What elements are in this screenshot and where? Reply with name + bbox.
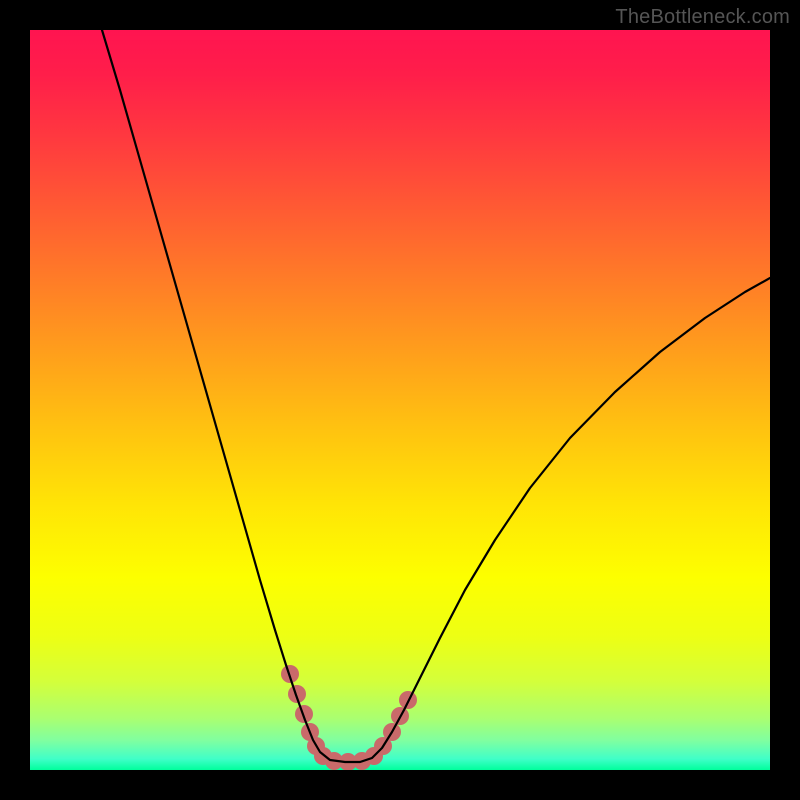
watermark-text: TheBottleneck.com	[615, 6, 790, 29]
plot-area	[30, 30, 770, 770]
bottleneck-curve	[102, 30, 770, 762]
curve-layer	[30, 30, 770, 770]
